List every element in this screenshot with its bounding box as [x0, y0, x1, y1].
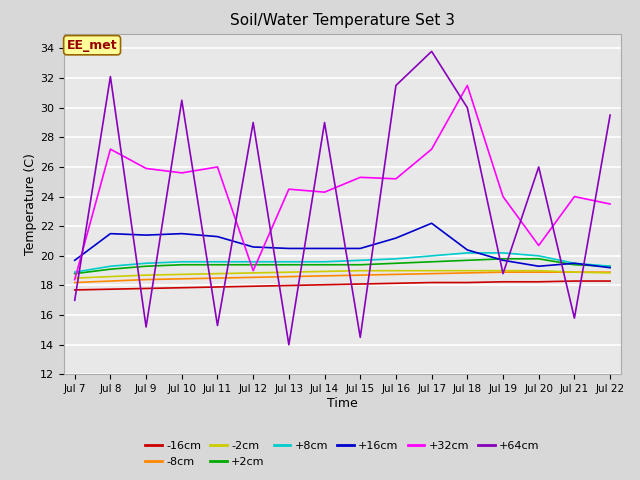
- Text: EE_met: EE_met: [67, 39, 117, 52]
- Title: Soil/Water Temperature Set 3: Soil/Water Temperature Set 3: [230, 13, 455, 28]
- Legend: -16cm, -8cm, -2cm, +2cm, +8cm, +16cm, +32cm, +64cm: -16cm, -8cm, -2cm, +2cm, +8cm, +16cm, +3…: [141, 437, 544, 471]
- X-axis label: Time: Time: [327, 397, 358, 410]
- Y-axis label: Temperature (C): Temperature (C): [24, 153, 37, 255]
